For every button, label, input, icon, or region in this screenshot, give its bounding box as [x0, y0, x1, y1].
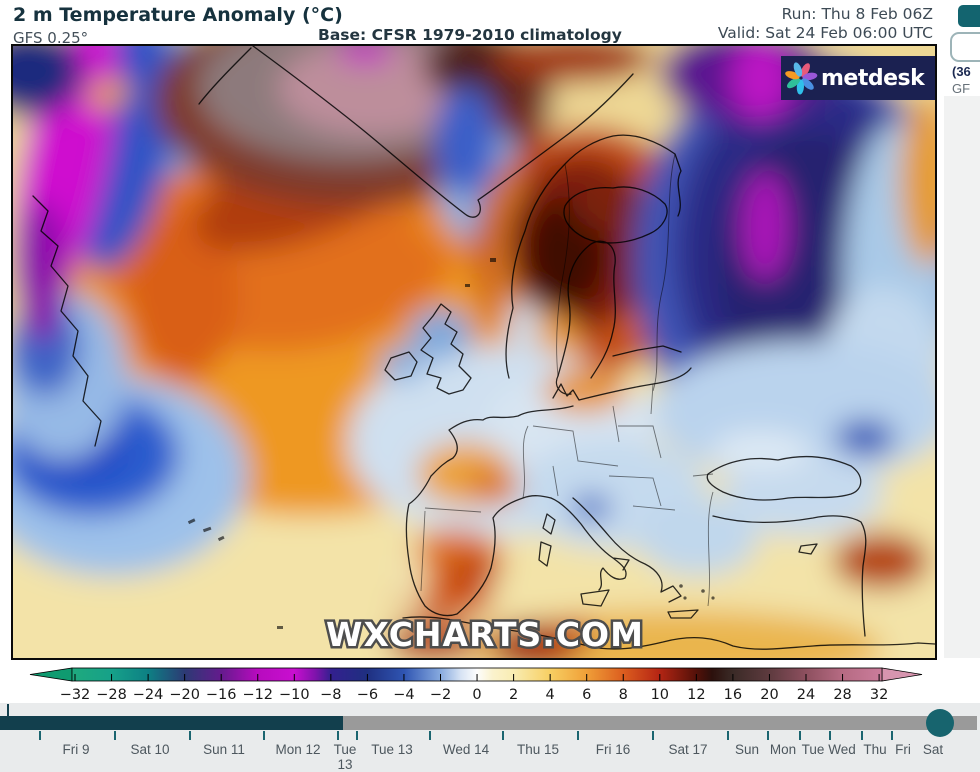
timeline-tick [502, 731, 504, 740]
timeline-day-label: Mon [769, 742, 797, 757]
metdesk-asterisk-icon [785, 62, 818, 95]
timeline-tick [337, 731, 339, 740]
timeline-tick [767, 731, 769, 740]
side-panel-model-label: GF [952, 81, 971, 96]
run-time-label: Run: Thu 8 Feb 06Z [781, 5, 933, 23]
colorbar-right-arrow [881, 667, 923, 682]
side-panel-background [944, 96, 980, 658]
colorbar-tick-label: 6 [582, 687, 591, 703]
colorbar-tick-label: 8 [619, 687, 628, 703]
temperature-anomaly-field: WXCHARTS.COM [13, 46, 935, 658]
timeline-start-marker [7, 704, 9, 717]
timeline-tick [891, 731, 893, 740]
colorbar-tick-label: −20 [169, 687, 200, 703]
weather-map: WXCHARTS.COM [11, 44, 937, 660]
timeline-knob[interactable] [926, 709, 954, 737]
colorbar-tick-label: 32 [870, 687, 888, 703]
timeline-tick [429, 731, 431, 740]
colorbar-left-arrow [29, 667, 73, 682]
timeline-day-label: Fri [895, 742, 911, 757]
colorbar-tick-label: −4 [393, 687, 414, 703]
climatology-label: Base: CFSR 1979-2010 climatology [318, 26, 622, 44]
timeline-day-label: Wed [828, 742, 856, 757]
timeline-day-label: Tue 13 [371, 742, 413, 757]
timeline-day-label: Sat 17 [668, 742, 708, 757]
colorbar: −32 −28 −24 −20 −16 −12 −10 −8 −6 −4 −2 0 2 4 6 8 10 12 16… [0, 662, 980, 704]
page-title: 2 m Temperature Anomaly (°C) [13, 4, 343, 26]
colorbar-tick-label: −8 [320, 687, 341, 703]
timeline-day-label: Thu [863, 742, 887, 757]
colorbar-tick-label: −10 [279, 687, 310, 703]
colorbar-tick-label: 24 [797, 687, 815, 703]
timeline-tick [727, 731, 729, 740]
country-borders [420, 153, 714, 607]
colorbar-tick-label: 16 [724, 687, 742, 703]
timeline-day-label: Wed 14 [442, 742, 490, 757]
timeline-tick [39, 731, 41, 740]
valid-time-label: Valid: Sat 24 Feb 06:00 UTC [717, 24, 933, 42]
timeline-day-label: Tue [801, 742, 825, 757]
colorbar-tick-label: −28 [96, 687, 127, 703]
model-label: GFS 0.25° [13, 29, 89, 47]
timeline-filled-track[interactable] [0, 716, 343, 730]
colorbar-tick-label: 28 [833, 687, 851, 703]
timeline-tick [263, 731, 265, 740]
timeline-day-label: Fri 16 [595, 742, 631, 757]
timeline-tick [114, 731, 116, 740]
timeline-day-label: Tue 13 [333, 742, 357, 772]
timeline-slider[interactable]: Fri 9 Sat 10 Sun 11 Mon 12 Tue 13 Tue 13 Wed 1… [0, 703, 980, 772]
side-panel-step-label: (36 [952, 64, 971, 79]
timeline-day-label: Fri 9 [62, 742, 90, 757]
timeline-day-label: Sat [922, 742, 944, 757]
colorbar-tick-label: 10 [651, 687, 669, 703]
timeline-day-label: Sat 10 [130, 742, 170, 757]
side-panel-teal-button[interactable] [958, 5, 980, 27]
colorbar-tick-label: 20 [760, 687, 778, 703]
colorbar-tick-label: 4 [546, 687, 555, 703]
timeline-tick [652, 731, 654, 740]
timeline-day-label: Thu 15 [516, 742, 560, 757]
colorbar-tick-label: −16 [206, 687, 237, 703]
timeline-tick [356, 731, 358, 740]
watermark: WXCHARTS.COM [326, 615, 644, 654]
timeline-tick [189, 731, 191, 740]
timeline-tick [577, 731, 579, 740]
colorbar-tick-label: −32 [60, 687, 91, 703]
metdesk-logo: metdesk [781, 56, 935, 100]
timeline-tick [829, 731, 831, 740]
colorbar-tick-label: 0 [472, 687, 481, 703]
colorbar-tick-label: −6 [357, 687, 378, 703]
timeline-tick [799, 731, 801, 740]
side-panel-white-button[interactable] [950, 32, 980, 62]
small-islands [187, 258, 715, 629]
metdesk-logo-text: metdesk [821, 65, 925, 91]
colorbar-tick-label: −12 [242, 687, 273, 703]
timeline-day-label: Sun 11 [203, 742, 245, 757]
timeline-tick [861, 731, 863, 740]
colorbar-tick-label: 2 [509, 687, 518, 703]
colorbar-tick-label: −2 [430, 687, 451, 703]
timeline-day-label: Sun [734, 742, 760, 757]
timeline-day-label: Mon 12 [275, 742, 321, 757]
colorbar-tick-label: −24 [133, 687, 164, 703]
colorbar-tick-label: 12 [687, 687, 705, 703]
